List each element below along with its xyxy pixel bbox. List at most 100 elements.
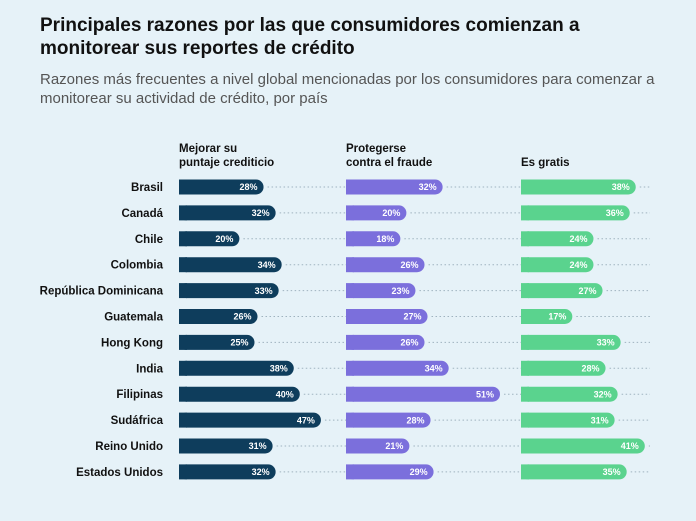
bar <box>521 257 594 273</box>
bar-square-end <box>521 309 529 324</box>
bar <box>521 464 627 480</box>
bar <box>521 386 618 402</box>
bar <box>346 179 443 195</box>
data-label: 31% <box>249 441 267 451</box>
bar-square-end <box>521 438 529 454</box>
data-label: 28% <box>240 182 258 192</box>
data-label: 38% <box>612 182 630 192</box>
data-label: 38% <box>270 364 288 374</box>
data-label: 32% <box>252 208 270 218</box>
bar-square-end <box>179 360 187 376</box>
bar <box>346 205 407 221</box>
bar <box>179 257 282 273</box>
column-header-improve-score: Mejorar su puntaje crediticio <box>179 142 274 170</box>
bar-square-end <box>179 386 187 402</box>
data-label: 31% <box>591 415 609 425</box>
bar-square-end <box>346 179 354 195</box>
column-header-line: contra el fraude <box>346 157 433 169</box>
bar-square-end <box>346 283 354 299</box>
category-label: Hong Kong <box>101 337 163 349</box>
data-label: 20% <box>215 234 233 244</box>
bar <box>179 179 264 195</box>
data-label: 32% <box>252 467 270 477</box>
bar <box>179 309 258 324</box>
category-label: Brasil <box>131 182 163 194</box>
data-label: 29% <box>410 467 428 477</box>
data-label: 18% <box>376 234 394 244</box>
data-label: 47% <box>297 415 315 425</box>
data-label: 36% <box>606 208 624 218</box>
bar-square-end <box>179 257 187 273</box>
bar-square-end <box>179 309 187 324</box>
bar <box>521 412 615 428</box>
bar <box>179 438 273 454</box>
category-label: Filipinas <box>116 389 163 401</box>
column-header-line: puntaje crediticio <box>179 157 275 169</box>
data-label: 51% <box>476 389 494 399</box>
bar-square-end <box>521 464 529 480</box>
bar <box>346 283 416 299</box>
bar <box>521 179 636 195</box>
bar-square-end <box>346 360 354 376</box>
data-label: 41% <box>621 441 639 451</box>
data-label: 27% <box>404 312 422 322</box>
bar <box>179 283 279 299</box>
bar <box>521 231 594 247</box>
bar-square-end <box>179 283 187 299</box>
bar <box>179 464 276 480</box>
data-label: 20% <box>382 208 400 218</box>
bar-square-end <box>521 334 529 350</box>
bar-square-end <box>179 412 187 428</box>
data-label: 33% <box>597 338 615 348</box>
bar-square-end <box>179 334 187 350</box>
bar <box>521 438 645 454</box>
bar <box>179 360 294 376</box>
bar <box>346 231 401 247</box>
bar <box>179 386 300 402</box>
bar <box>521 360 606 376</box>
bar-square-end <box>179 205 187 221</box>
data-label: 24% <box>569 260 587 270</box>
bar-square-end <box>346 386 354 402</box>
category-label: República Dominicana <box>40 286 164 298</box>
bar-square-end <box>346 334 354 350</box>
bar <box>346 360 449 376</box>
chart-title: Principales razones por las que consumid… <box>40 15 580 59</box>
bar <box>179 334 255 350</box>
data-label: 32% <box>419 182 437 192</box>
data-label: 34% <box>425 364 443 374</box>
bar-square-end <box>521 179 529 195</box>
bar <box>521 309 573 324</box>
bar <box>521 283 603 299</box>
bar-square-end <box>179 179 187 195</box>
bar-square-end <box>346 412 354 428</box>
bar-square-end <box>521 386 529 402</box>
bar-square-end <box>521 360 529 376</box>
column-header-free: Es gratis <box>521 156 570 170</box>
data-label: 26% <box>401 260 419 270</box>
category-label: India <box>136 363 163 375</box>
category-label: Canadá <box>121 208 163 220</box>
category-label: Guatemala <box>104 312 163 324</box>
column-header-line: Es gratis <box>521 157 570 169</box>
data-label: 34% <box>258 260 276 270</box>
data-label: 28% <box>582 364 600 374</box>
bar <box>179 205 276 221</box>
data-label: 28% <box>407 415 425 425</box>
data-label: 21% <box>385 441 403 451</box>
data-label: 24% <box>569 234 587 244</box>
category-label: Colombia <box>111 260 164 272</box>
bar <box>346 438 410 454</box>
data-label: 40% <box>276 389 294 399</box>
bar-square-end <box>346 205 354 221</box>
column-header-fraud: Protegerse contra el fraude <box>346 142 432 170</box>
bar-square-end <box>346 231 354 247</box>
bar-square-end <box>521 231 529 247</box>
bar-square-end <box>521 412 529 428</box>
data-label: 23% <box>391 286 409 296</box>
data-label: 26% <box>401 338 419 348</box>
bar-square-end <box>521 257 529 273</box>
bar <box>521 205 630 221</box>
bar-square-end <box>179 464 187 480</box>
